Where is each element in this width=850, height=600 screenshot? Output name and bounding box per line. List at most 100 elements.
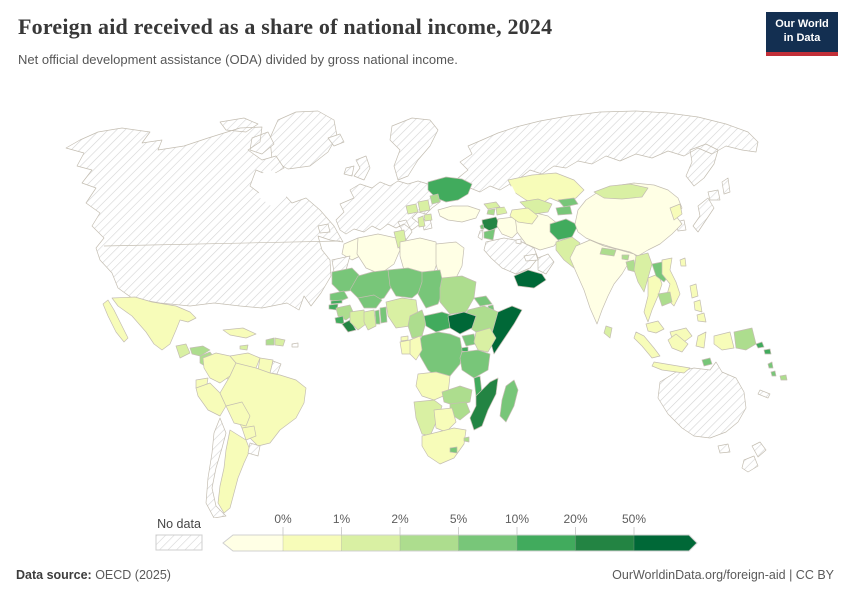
- country-dr-congo[interactable]: [417, 331, 463, 379]
- country-taiwan[interactable]: [679, 257, 687, 267]
- legend-bin-2-5[interactable]: [400, 535, 459, 551]
- country-egypt[interactable]: [435, 241, 465, 283]
- country-botswana[interactable]: [433, 407, 457, 433]
- country-bolivia[interactable]: [225, 401, 251, 427]
- country-dominican-republic[interactable]: [274, 337, 286, 347]
- country-mongolia[interactable]: [593, 183, 649, 200]
- country-equatorial-guinea[interactable]: [400, 335, 409, 342]
- country-madagascar[interactable]: [499, 379, 519, 423]
- footer-citation[interactable]: OurWorldinData.org/foreign-aid | CC BY: [612, 568, 834, 582]
- country-united-arab-emirates[interactable]: [523, 253, 539, 262]
- country-kuwait[interactable]: [515, 238, 522, 245]
- country-georgia[interactable]: [483, 201, 501, 210]
- country-honduras[interactable]: [189, 345, 211, 357]
- country-jordan[interactable]: [483, 228, 496, 241]
- country-armenia[interactable]: [486, 208, 496, 216]
- country-cambodia[interactable]: [657, 291, 673, 307]
- legend-bin-10-20[interactable]: [517, 535, 576, 551]
- country-uganda[interactable]: [461, 333, 477, 347]
- country-togo[interactable]: [374, 309, 381, 325]
- country-somalia[interactable]: [489, 305, 523, 355]
- country-algeria[interactable]: [356, 233, 401, 275]
- country-turkey[interactable]: [437, 205, 481, 223]
- country-uruguay[interactable]: [247, 442, 261, 457]
- legend-bin-5-10[interactable]: [458, 535, 518, 551]
- country-solomon-islands[interactable]: [755, 341, 772, 355]
- country-eritrea[interactable]: [473, 295, 493, 307]
- legend-bin-lt0[interactable]: [223, 535, 283, 551]
- country-senegal[interactable]: [329, 290, 349, 303]
- country-myanmar[interactable]: [633, 252, 653, 293]
- country-turkmenistan[interactable]: [509, 207, 539, 225]
- country-iceland[interactable]: [327, 133, 345, 147]
- country-tanzania[interactable]: [459, 349, 491, 379]
- country-sierra-leone[interactable]: [334, 315, 345, 325]
- legend-no-data-swatch[interactable]: [155, 534, 203, 551]
- country-yemen[interactable]: [513, 269, 547, 289]
- country-zambia[interactable]: [441, 385, 473, 407]
- country-japan[interactable]: [692, 189, 721, 233]
- country-liberia[interactable]: [341, 319, 357, 333]
- country-new-caledonia[interactable]: [757, 389, 771, 399]
- country-ghana[interactable]: [363, 309, 377, 331]
- country-tajikistan[interactable]: [555, 205, 573, 216]
- country-mexico[interactable]: [102, 296, 197, 351]
- country-lebanon[interactable]: [479, 223, 485, 230]
- country-angola[interactable]: [415, 371, 451, 401]
- owid-logo[interactable]: Our World in Data: [766, 12, 838, 56]
- country-philippines[interactable]: [689, 283, 707, 323]
- country-cote-divoire[interactable]: [349, 309, 367, 331]
- country-vanuatu[interactable]: [767, 361, 777, 377]
- country-azerbaijan[interactable]: [495, 206, 508, 216]
- country-timor-leste[interactable]: [701, 357, 713, 367]
- country-ukraine[interactable]: [427, 176, 473, 203]
- country-chad[interactable]: [417, 269, 445, 309]
- country-albania[interactable]: [417, 215, 426, 228]
- country-oman[interactable]: [537, 253, 555, 275]
- country-french-guiana[interactable]: [269, 360, 282, 375]
- country-gabon[interactable]: [399, 339, 411, 355]
- country-mozambique[interactable]: [469, 377, 499, 431]
- country-russia[interactable]: [457, 110, 759, 195]
- country-bosnia-and-herzegovina[interactable]: [405, 203, 419, 215]
- country-kyrgyzstan[interactable]: [557, 197, 579, 208]
- country-papua-new-guinea[interactable]: [733, 327, 757, 351]
- country-india[interactable]: [569, 239, 643, 325]
- country-south-africa[interactable]: [421, 427, 467, 465]
- country-new-zealand[interactable]: [741, 441, 767, 473]
- country-australia[interactable]: [657, 361, 747, 454]
- country-vietnam[interactable]: [661, 257, 681, 307]
- country-greenland[interactable]: [269, 110, 338, 170]
- country-peru[interactable]: [195, 382, 227, 417]
- country-scandinavia-and-finland[interactable]: [389, 117, 439, 181]
- legend-bin-0-1[interactable]: [283, 535, 342, 551]
- country-israel[interactable]: [477, 229, 484, 241]
- country-canada-and-united-states[interactable]: [65, 117, 344, 311]
- legend-bin-gt50[interactable]: [634, 535, 697, 551]
- country-south-sudan[interactable]: [447, 311, 477, 335]
- country-europe[interactable]: [335, 180, 445, 241]
- country-nepal[interactable]: [599, 247, 617, 257]
- country-indonesia[interactable]: [633, 331, 735, 374]
- legend-bin-20-50[interactable]: [575, 535, 635, 551]
- country-fiji[interactable]: [779, 374, 788, 381]
- country-north-korea[interactable]: [669, 203, 683, 221]
- country-lesotho[interactable]: [449, 446, 458, 454]
- country-saudi-arabia[interactable]: [483, 237, 539, 275]
- country-united-kingdom[interactable]: [353, 155, 371, 181]
- country-bhutan[interactable]: [621, 254, 630, 261]
- country-guatemala[interactable]: [175, 343, 191, 359]
- country-chile[interactable]: [205, 417, 227, 518]
- country-moldova[interactable]: [429, 193, 441, 205]
- legend-bin-1-2[interactable]: [341, 535, 401, 551]
- country-gambia[interactable]: [330, 299, 343, 305]
- country-eswatini[interactable]: [463, 436, 470, 443]
- country-brazil[interactable]: [219, 362, 307, 447]
- country-serbia[interactable]: [417, 199, 431, 213]
- country-puerto-rico[interactable]: [291, 342, 299, 348]
- country-north-macedonia[interactable]: [423, 213, 433, 222]
- country-cuba[interactable]: [222, 327, 257, 339]
- country-kenya[interactable]: [473, 327, 497, 353]
- country-paraguay[interactable]: [241, 425, 257, 441]
- country-sudan[interactable]: [439, 275, 477, 315]
